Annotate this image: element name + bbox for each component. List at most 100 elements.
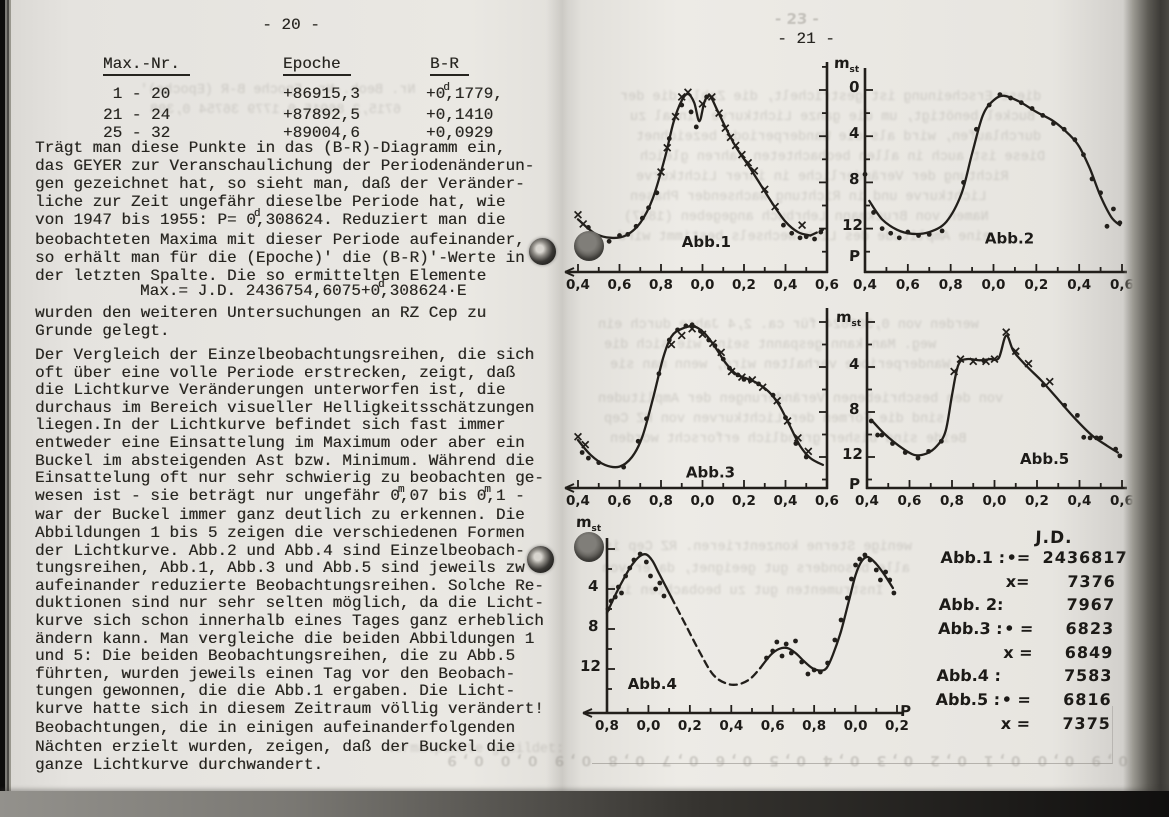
legend-marker: •= [1006,548,1031,567]
data-point-dot [883,569,889,575]
data-point-dot [875,432,881,438]
table-cell: +87892,5 [283,105,360,124]
data-point-dot [783,641,789,647]
legend-marker: x = [1000,713,1031,733]
text-line: liegen.In der Lichtkurve befindet sich f… [35,416,506,435]
paragraph-grundlage: wurden den weiteren Untersuchungen an RZ… [35,304,486,340]
page-number-left: - 20 - [262,16,320,34]
x-tick-label: 0,2 [732,277,756,293]
text-line: und 5: Die beiden Beobachtungsreihen, di… [35,647,516,666]
table-header-cell: Max.-Nr. [103,55,283,76]
data-point-dot [657,580,663,586]
data-point-dot [585,455,591,461]
data-point-dot [973,126,979,132]
data-point-dot [585,225,591,230]
x-tick-label: 0,8 [940,493,964,509]
legend-fig-label: Abb.3 : [937,619,1003,639]
data-point-dot [621,464,627,470]
table-cell: +0,0929 [426,124,494,142]
x-tick-label: 0,0 [691,277,715,293]
data-point-dot [817,669,823,675]
data-point-dot [648,573,653,579]
data-point-dot [635,438,641,444]
data-point-cross [760,185,769,194]
page-fold-shadow [546,0,582,817]
data-point-cross [708,339,717,348]
magnitude-axis-unit: mst [835,308,862,329]
data-point-dot [781,222,786,228]
y-tick-label: 4 [587,577,599,595]
x-tick-label: 0,0 [844,718,868,734]
data-point-cross [744,158,753,167]
y-tick-label: 8 [848,400,860,418]
x-tick-label: 0,2 [1024,277,1048,293]
text-line: ganze Lichtkurve durchwandert. [35,756,324,775]
data-point-dot [862,171,868,177]
table-header-row: Max.-Nr. Epoche B-R [103,55,578,76]
x-tick-label: 0,2 [1025,493,1049,509]
data-point-dot [1051,121,1056,126]
data-point-dot [1104,223,1110,229]
text-line: Beobachtungen, die in einigen aufeinande… [35,719,516,737]
x-tick-label: 0,4 [566,277,590,293]
scan-edge-bottom [0,791,1169,817]
legend-fig-label: Abb.5 : [935,690,1001,710]
data-point-cross [773,396,782,405]
x-tick-label: 0,4 [855,493,879,509]
data-point-dot [1008,95,1014,101]
y-tick-label: 4 [848,355,860,373]
data-point-dot [623,573,629,579]
x-tick-label: 0,4 [853,277,877,293]
table-cell: +89004,6 [283,124,360,142]
data-point-dot [849,576,854,582]
table-header-cell: Epoche [283,55,418,76]
text-line: Einsattelung oft nur sehr schwierig zu b… [35,469,544,488]
data-point-cross [956,355,965,364]
figure-label: Abb.1 [682,233,731,251]
paragraph-lichtkurve: Der Vergleich der Einzelbeobachtungsreih… [35,346,544,718]
text-line: wesen ist - sie beträgt nur ungefähr 0m,… [35,483,525,505]
legend-jd-value: 6823 [1065,619,1115,639]
abb1-chart: 0,4 0,6 0,8 0,0 0,2 0,4 0,6 Abb.1 [564,62,839,293]
data-point-dot [770,648,776,654]
data-point-cross [721,124,730,133]
table-row: 25 - 32 +89004,6 +0,0929 [103,124,578,143]
data-point-dot [608,598,614,604]
data-point-dot [1029,106,1035,111]
jd-legend-row: Abb.4 : 7583 [936,666,1119,690]
punch-hole [529,238,556,265]
x-tick-label: 0,6 [608,493,632,509]
text-line: entweder eine Einsattelung im Maximum od… [35,433,525,452]
data-point-dot [1061,126,1067,132]
data-point-dot [704,94,710,100]
light-curve [870,334,1119,457]
data-point-dot [656,371,662,377]
paragraph-br-diagram: Trägt man diese Punkte in das (B-R)-Diag… [35,139,534,285]
data-point-dot [625,231,631,237]
x-tick-label: 0,4 [1067,277,1091,293]
table-row: 1 - 20 +86915,3 +0d,1779, [103,82,578,106]
data-point-dot [891,590,897,596]
data-point-dot [902,450,908,455]
data-point-dot [916,233,921,238]
text-line: das GEYER zur Veranschaulichung der Peri… [35,157,535,175]
data-point-cross [1011,347,1020,356]
data-point-dot [926,448,932,454]
legend-marker: x= [1005,571,1030,591]
text-line: tungen gewonnen, die die Abb.1 ergaben. … [35,682,516,701]
data-point-dot [797,235,803,241]
data-point-dot [862,552,868,558]
table-cell: 1 - 20 [103,85,171,103]
data-point-dot [986,102,992,108]
jd-legend-row: Abb.3 : • = 6823 [938,619,1121,643]
jd-legend-row: Abb.5 : • = 6816 [935,690,1118,714]
data-point-dot [887,577,893,583]
data-point-dot [867,557,873,563]
x-tick-label: 0,6 [898,493,922,509]
data-point-dot [637,551,643,557]
data-point-dot [627,565,633,571]
figure-label: Abb.2 [985,230,1034,248]
data-point-cross [698,330,707,339]
data-point-cross [1024,359,1033,368]
